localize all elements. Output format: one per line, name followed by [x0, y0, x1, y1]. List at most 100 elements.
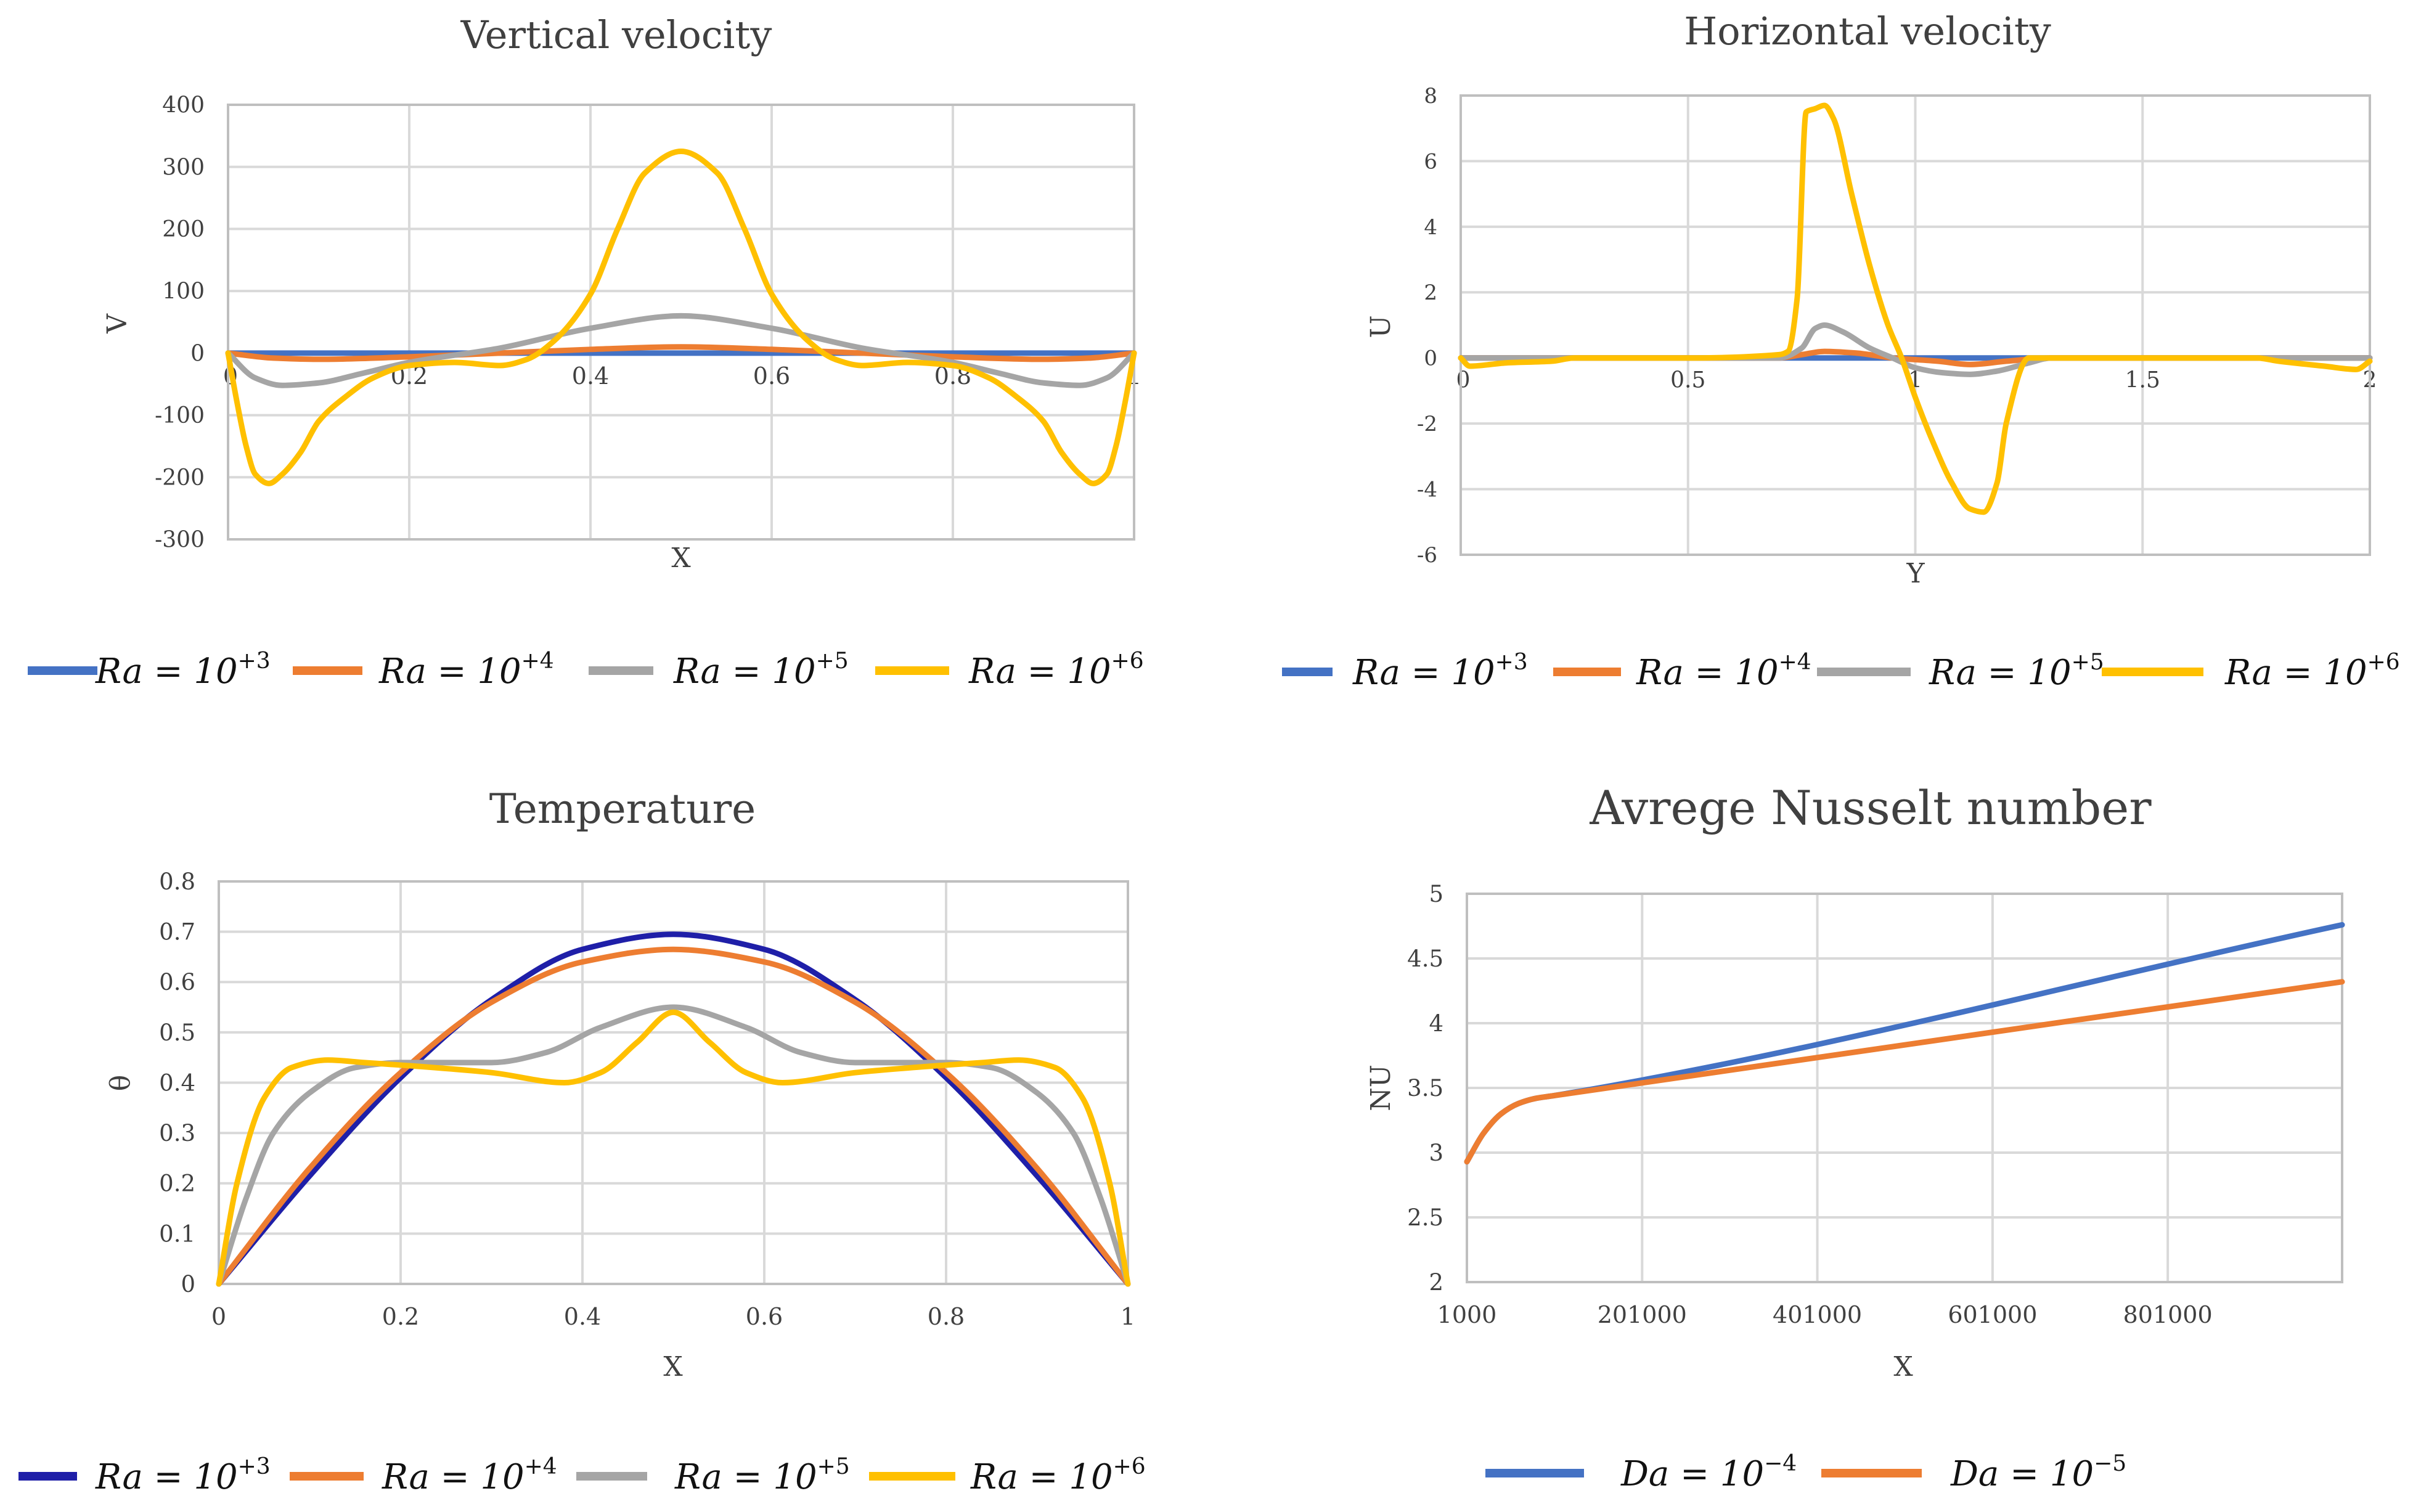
x-tick-label: 1: [1121, 1303, 1135, 1330]
y-tick-label: 0.8: [159, 868, 195, 895]
legend-exponent: +6: [2367, 650, 2400, 675]
x-tick-label: 601000: [1948, 1301, 2037, 1328]
x-tick-label: 0.6: [746, 1303, 783, 1330]
series-line-4: [225, 149, 1137, 486]
y-tick-label: 3: [1429, 1140, 1443, 1166]
y-axis-label: NU: [1365, 1065, 1397, 1111]
legend-label-1: Ra = 10+3: [95, 648, 271, 692]
legend-exponent: +4: [1779, 650, 1811, 675]
plot-area: [218, 880, 1129, 1285]
legend-label-2: Ra = 10+4: [1636, 650, 1811, 693]
y-tick-label: 4.5: [1407, 946, 1443, 972]
x-tick-label: 401000: [1773, 1301, 1862, 1328]
y-tick-label: 300: [162, 155, 205, 180]
y-tick-label: 2.5: [1407, 1204, 1443, 1231]
x-tick-label: 0.4: [564, 1303, 601, 1330]
y-tick-label: 100: [162, 279, 205, 304]
legend-label-4: Ra = 10+6: [970, 1454, 1146, 1497]
legend-label-2: Ra = 10+4: [378, 648, 554, 692]
legend-exponent: +6: [1111, 648, 1144, 674]
series-line-3: [225, 313, 1137, 388]
x-axis-label: X: [671, 542, 691, 574]
legend-exponent: −4: [1764, 1451, 1797, 1476]
legend-label-3: Ra = 10+5: [1929, 650, 2104, 693]
legend-exponent: +5: [2072, 650, 2104, 675]
legend-label-3: Ra = 10+5: [674, 1454, 850, 1497]
y-tick-label: 4: [1429, 1010, 1443, 1037]
x-tick-label: 0.5: [1670, 368, 1705, 393]
y-axis-label: V: [102, 313, 133, 334]
y-tick-label: 2: [1424, 280, 1437, 305]
legend-exponent: +3: [238, 648, 271, 674]
y-axis-label: U: [1365, 315, 1397, 338]
y-tick-label: 0.3: [159, 1120, 195, 1146]
legend-exponent: +5: [816, 648, 849, 674]
legend-exponent: +6: [1113, 1454, 1146, 1479]
legend-label-1: Ra = 10+3: [1352, 650, 1528, 693]
y-axis-label: θ: [105, 1075, 136, 1092]
y-tick-label: -2: [1417, 412, 1437, 436]
legend: Ra = 10+3 Ra = 10+4 Ra = 10+5 Ra = 10+6: [1282, 650, 2400, 693]
x-tick-label: 0.6: [753, 362, 790, 390]
plot-area: [1460, 94, 2371, 556]
y-tick-label: 0: [1424, 346, 1437, 371]
x-tick-label: 0.8: [928, 1303, 965, 1330]
y-tick-label: 8: [1424, 84, 1437, 108]
chart-title: Avrege Nusselt number: [1589, 780, 2152, 835]
series-line-3: [216, 1004, 1131, 1287]
y-tick-label: 0.5: [159, 1020, 195, 1046]
x-axis-label: Y: [1906, 558, 1925, 589]
y-tick-label: 0.2: [159, 1171, 195, 1197]
x-axis-label: X: [1893, 1351, 1913, 1383]
x-axis-label: X: [663, 1351, 683, 1383]
series-line-2: [216, 946, 1131, 1287]
legend-label-4: Ra = 10+6: [2224, 650, 2400, 693]
y-tick-label: 0: [181, 1271, 195, 1297]
plot-area: [227, 104, 1135, 541]
x-tick-label: 201000: [1598, 1301, 1687, 1328]
y-tick-label: 400: [162, 93, 205, 118]
series-line-1: [216, 931, 1131, 1287]
y-tick-label: -300: [155, 528, 205, 553]
x-tick-label: 1000: [1437, 1301, 1497, 1328]
legend-exponent: −5: [2094, 1451, 2126, 1476]
legend-exponent: +4: [525, 1454, 557, 1479]
y-tick-label: 4: [1424, 215, 1437, 240]
legend: Ra = 10+3 Ra = 10+4 Ra = 10+5 Ra = 10+6: [28, 648, 1144, 692]
x-tick-label: 0.4: [572, 362, 609, 390]
legend: Da = 10−4 Da = 10−5: [1485, 1451, 2126, 1494]
legend-label-4: Ra = 10+6: [968, 648, 1144, 692]
y-tick-label: 6: [1424, 149, 1437, 174]
legend-exponent: +4: [521, 648, 554, 674]
chart-nusselt: Avrege Nusselt number 5 4.5 4 3.5 3 2.5 2 1000 20…: [1365, 780, 2345, 1494]
x-tick-label: 0.2: [382, 1303, 419, 1330]
legend-label-1: Da = 10−4: [1620, 1451, 1797, 1494]
y-tick-label: 2: [1429, 1269, 1443, 1296]
y-tick-label: 5: [1429, 881, 1443, 907]
legend-exponent: +5: [817, 1454, 850, 1479]
series-line-2: [225, 344, 1137, 362]
y-tick-label: 0: [190, 341, 205, 366]
x-tick-label: 0: [1456, 368, 1471, 393]
x-tick-label: 801000: [2123, 1301, 2213, 1328]
legend-label-2: Da = 10−5: [1950, 1451, 2126, 1494]
series-line-2: [1464, 979, 2345, 1165]
legend-exponent: +3: [1495, 650, 1528, 675]
y-tick-label: 0.1: [159, 1220, 195, 1247]
legend-exponent: +3: [238, 1454, 271, 1479]
chart-temperature: Temperature 0.8 0.7 0.6 0.5 0.4 0.3 0.2 0.1 00 0.2…: [18, 785, 1146, 1497]
plot-area: [1466, 893, 2343, 1283]
x-tick-label: 0: [211, 1303, 226, 1330]
chart-title: Horizontal velocity: [1684, 9, 2051, 54]
x-tick-label: 1.5: [2125, 368, 2160, 393]
y-tick-label: 3.5: [1407, 1075, 1443, 1101]
legend-label-2: Ra = 10+4: [382, 1454, 557, 1497]
legend-label-3: Ra = 10+5: [673, 648, 849, 692]
chart-vertical: Vertical velocity 400 300 200 100 0 -100 -200 -3…: [28, 12, 1144, 692]
y-tick-label: 0.6: [159, 969, 195, 995]
series-line-4: [1458, 102, 2373, 515]
y-tick-label: -4: [1417, 477, 1437, 502]
legend: Ra = 10+3 Ra = 10+4 Ra = 10+5 Ra = 10+6: [18, 1454, 1146, 1497]
